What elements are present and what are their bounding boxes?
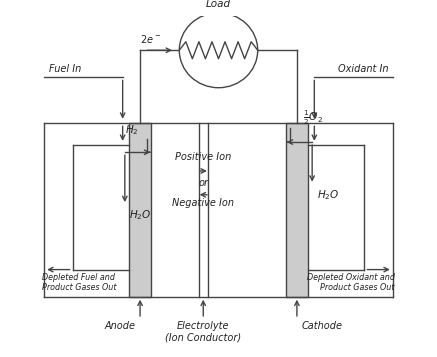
Text: Depleted Oxidant and
Product Gases Out: Depleted Oxidant and Product Gases Out bbox=[307, 273, 395, 292]
Text: Cathode: Cathode bbox=[301, 321, 342, 331]
Text: Positive Ion: Positive Ion bbox=[175, 152, 231, 162]
Text: Load: Load bbox=[206, 0, 231, 9]
Text: Oxidant In: Oxidant In bbox=[338, 64, 388, 74]
Text: $2e^-$: $2e^-$ bbox=[140, 33, 162, 45]
Text: or: or bbox=[198, 178, 208, 188]
Ellipse shape bbox=[179, 13, 258, 88]
Text: $H_2$: $H_2$ bbox=[125, 123, 139, 137]
Text: Electrolyte
(Ion Conductor): Electrolyte (Ion Conductor) bbox=[165, 321, 241, 342]
Text: Negative Ion: Negative Ion bbox=[172, 198, 234, 208]
Text: $H_2O$: $H_2O$ bbox=[129, 208, 152, 222]
Text: Fuel In: Fuel In bbox=[49, 64, 81, 74]
Text: Anode: Anode bbox=[105, 321, 136, 331]
Text: $\frac{1}{2}O_2$: $\frac{1}{2}O_2$ bbox=[303, 108, 323, 127]
Text: Depleted Fuel and
Product Gases Out: Depleted Fuel and Product Gases Out bbox=[42, 273, 117, 292]
Bar bbox=[286, 124, 308, 297]
Bar bbox=[129, 124, 151, 297]
Text: $H_2O$: $H_2O$ bbox=[316, 188, 339, 202]
